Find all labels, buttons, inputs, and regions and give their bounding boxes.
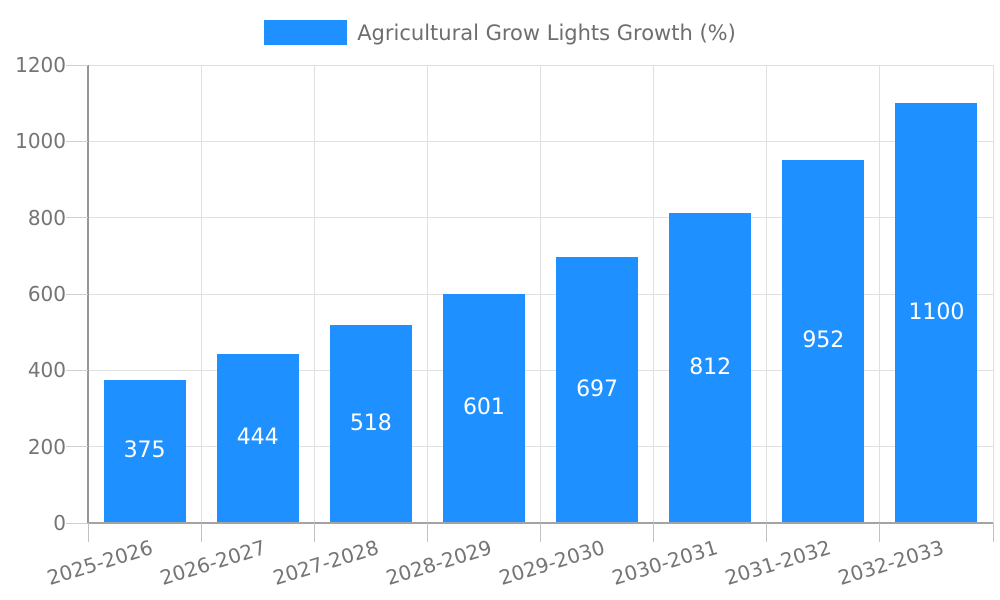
gridline-vertical (426, 65, 428, 523)
legend[interactable]: Agricultural Grow Lights Growth (%) (0, 20, 1000, 45)
y-axis-tick-label: 0 (53, 511, 66, 535)
bar-value-label: 1100 (908, 300, 965, 326)
x-axis-tick (766, 523, 768, 542)
bar-value-label: 812 (689, 355, 732, 381)
gridline-vertical (992, 65, 994, 523)
bar-value-label: 444 (236, 425, 279, 451)
x-axis-tick (992, 523, 994, 542)
bar: 1100 (895, 103, 978, 523)
bar-value-label: 601 (462, 395, 505, 421)
x-axis-tick-label: 2027-2028 (269, 535, 382, 590)
bar: 697 (556, 256, 639, 523)
bar-value-label: 952 (802, 328, 845, 354)
bar: 375 (103, 379, 186, 523)
y-axis-tick-label: 200 (27, 434, 66, 459)
gridline-vertical (653, 65, 655, 523)
y-axis-tick (66, 446, 88, 448)
bar-value-label: 697 (576, 376, 619, 402)
y-axis-line (87, 65, 89, 524)
bar: 601 (442, 293, 525, 523)
x-axis-tick (87, 523, 89, 542)
y-axis-tick (66, 369, 88, 371)
bar: 518 (329, 325, 412, 523)
x-axis-tick (200, 523, 202, 542)
y-axis-tick-label: 1200 (15, 53, 66, 77)
gridline-vertical (313, 65, 315, 523)
x-axis-tick-label: 2029-2030 (496, 535, 608, 590)
x-axis-tick-label: 2032-2033 (835, 535, 947, 590)
bar: 444 (216, 353, 299, 523)
bar-value-label: 518 (349, 411, 392, 437)
plot-area: 375 444 518 601 697 812 952 1100 0 200 400 600 800 1… (15, 53, 994, 590)
y-axis-tick (66, 217, 88, 219)
x-axis-tick-label: 2026-2027 (156, 535, 269, 590)
bar: 812 (669, 213, 752, 523)
y-axis-tick (66, 64, 88, 66)
gridline-vertical (200, 65, 202, 523)
x-axis-tick (540, 523, 541, 542)
y-axis-tick-label: 1000 (15, 129, 66, 154)
y-axis-tick (66, 140, 88, 142)
y-axis-tick (66, 522, 88, 524)
x-axis-tick (653, 523, 655, 542)
y-axis-tick (66, 293, 88, 295)
legend-swatch (264, 20, 348, 45)
x-axis-tick-label: 2031-2032 (722, 535, 834, 590)
x-axis-tick-label: 2030-2031 (609, 535, 721, 590)
x-axis-tick-label: 2025-2026 (43, 535, 155, 590)
x-axis-tick-label: 2028-2029 (383, 535, 495, 590)
bar-value-label: 375 (123, 438, 166, 464)
legend-label: Agricultural Grow Lights Growth (%) (357, 20, 736, 45)
x-axis-tick (879, 523, 881, 542)
gridline-vertical (879, 65, 881, 523)
y-axis-tick-label: 400 (27, 358, 66, 383)
bar: 952 (782, 159, 865, 523)
y-axis-tick-label: 800 (27, 205, 66, 230)
gridline-vertical (540, 65, 541, 523)
x-axis-tick (426, 523, 428, 542)
x-axis-tick (313, 523, 315, 542)
y-axis-tick-label: 600 (27, 282, 66, 306)
gridline-vertical (766, 65, 768, 523)
